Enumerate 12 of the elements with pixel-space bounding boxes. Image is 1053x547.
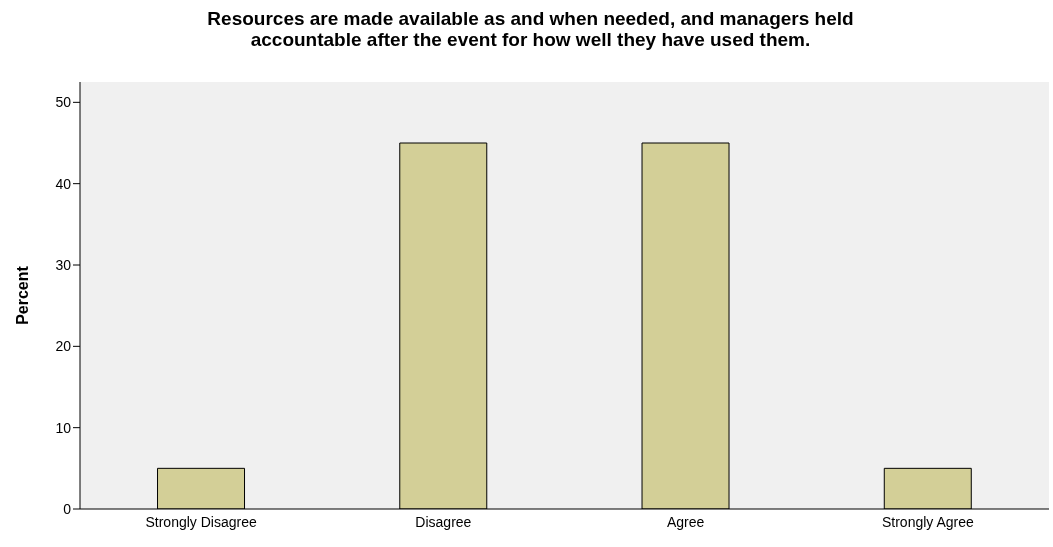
y-tick-label: 10: [55, 419, 72, 436]
x-tick-label: Disagree: [415, 513, 472, 530]
chart-title: Resources are made available as and when needed, and managers held accountable after the event for how well they have used them.: [206, 8, 855, 52]
y-tick-label: 20: [55, 338, 72, 355]
y-tick-label: 50: [55, 94, 72, 111]
x-tick-label: Strongly Agree: [881, 513, 974, 530]
y-axis-title: Percent: [13, 265, 31, 325]
y-tick-label: 30: [55, 256, 72, 273]
y-tick-label: 40: [55, 175, 72, 192]
x-tick-label: Agree: [666, 513, 705, 530]
y-tick-label: 0: [63, 500, 72, 517]
x-tick-label: Strongly Disagree: [145, 513, 257, 530]
